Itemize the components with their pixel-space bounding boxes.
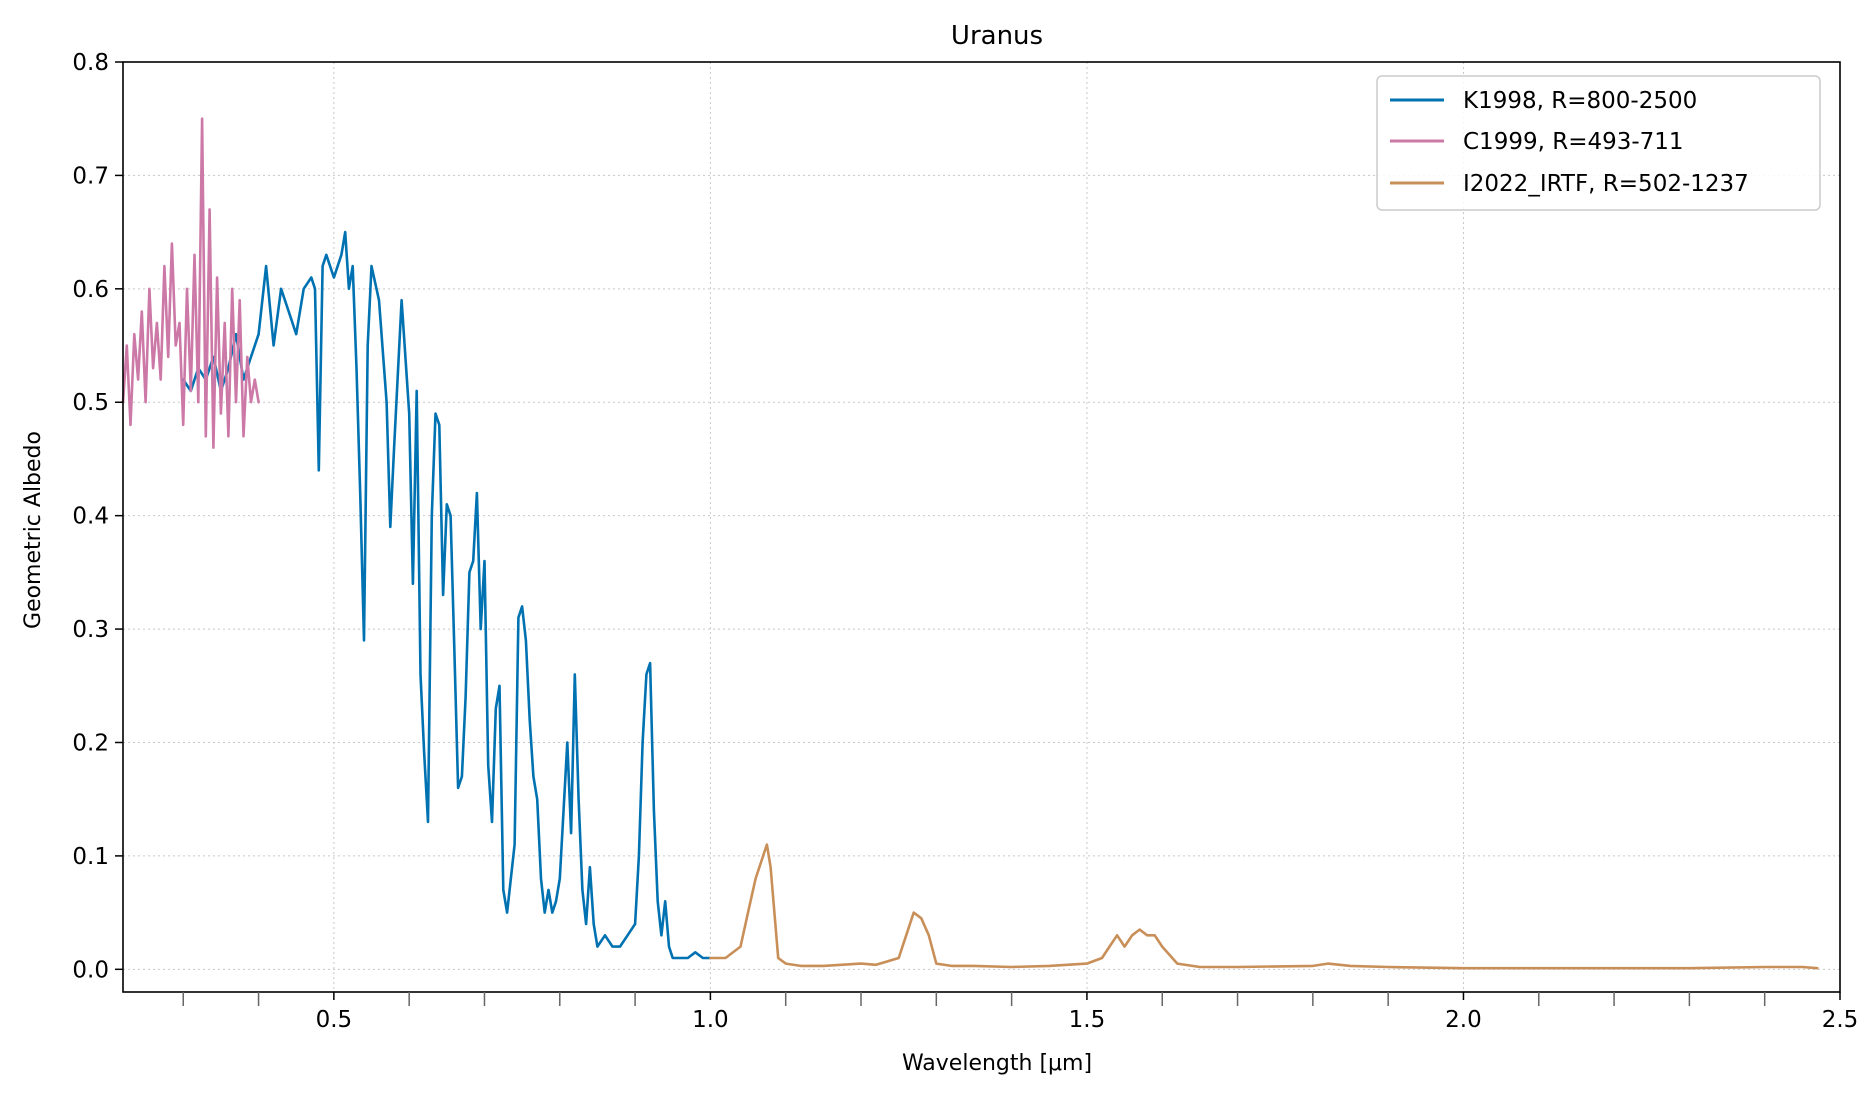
series-line-c1999 bbox=[121, 117, 260, 449]
x-tick-label: 0.5 bbox=[316, 1007, 353, 1033]
x-tick-label: 2.0 bbox=[1445, 1007, 1482, 1033]
y-tick-label: 0.1 bbox=[72, 844, 109, 870]
x-axis-label: Wavelength [μm] bbox=[902, 1051, 1092, 1076]
y-tick-label: 0.5 bbox=[72, 390, 109, 416]
legend-label-k1998: K1998, R=800-2500 bbox=[1463, 88, 1697, 114]
series-line-i2022 bbox=[709, 843, 1819, 970]
x-tick-label: 1.0 bbox=[692, 1007, 729, 1033]
y-tick-label: 0.3 bbox=[72, 617, 109, 643]
legend-label-c1999: C1999, R=493-711 bbox=[1463, 129, 1684, 155]
x-tick-label: 1.5 bbox=[1069, 1007, 1106, 1033]
chart-title: Uranus bbox=[951, 21, 1043, 51]
y-tick-label: 0.2 bbox=[72, 730, 109, 756]
series-line-k1998 bbox=[181, 230, 712, 960]
legend-box bbox=[1376, 75, 1821, 211]
legend: K1998, R=800-2500 C1999, R=493-711 I2022… bbox=[1376, 75, 1821, 211]
plot-frame bbox=[122, 61, 1841, 993]
legend-label-i2022: I2022_IRTF, R=502-1237 bbox=[1463, 171, 1749, 197]
grid bbox=[123, 62, 1840, 992]
y-tick-label: 0.0 bbox=[72, 957, 109, 983]
y-axis-label: Geometric Albedo bbox=[21, 431, 46, 629]
y-tick-label: 0.6 bbox=[72, 277, 109, 303]
y-tick-label: 0.8 bbox=[72, 50, 109, 76]
axis-ticks: 0.5 1.0 1.5 2.0 2.5 0.0 0.1 0.2 0.3 0.4 0.5 0.6 0.7 0… bbox=[72, 50, 1858, 1033]
y-tick-label: 0.4 bbox=[72, 504, 109, 530]
plot-lines bbox=[121, 117, 1819, 970]
y-tick-label: 0.7 bbox=[72, 163, 109, 189]
x-tick-label: 2.5 bbox=[1822, 1007, 1859, 1033]
